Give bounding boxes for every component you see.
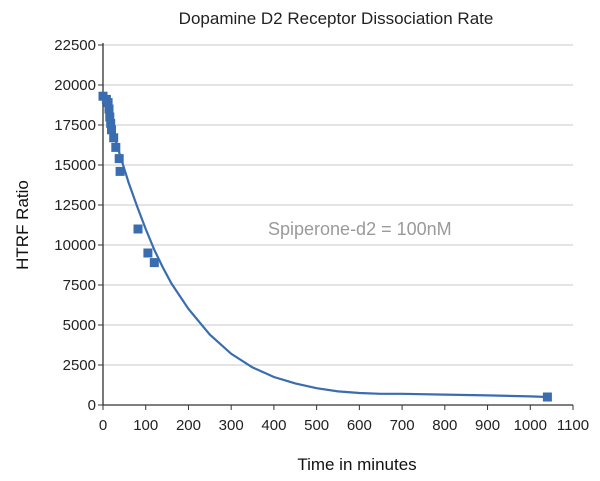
x-tick-label: 200 [176, 417, 201, 434]
x-tick-label: 1100 [557, 417, 589, 434]
data-point [111, 142, 121, 152]
y-tick-label: 22500 [54, 37, 96, 54]
y-tick-label: 5000 [63, 317, 96, 334]
y-tick-label: 15000 [54, 157, 96, 174]
x-tick-label: 700 [390, 417, 415, 434]
x-tick-label: 600 [347, 417, 372, 434]
data-point [149, 258, 159, 268]
x-tick-label: 300 [219, 417, 244, 434]
x-tick-label: 400 [261, 417, 286, 434]
y-tick-label: 0 [88, 397, 96, 414]
data-point [107, 125, 116, 135]
data-point [143, 248, 153, 258]
x-tick-label: 100 [133, 417, 158, 434]
y-tick-label: 2500 [63, 357, 96, 374]
data-point [542, 392, 552, 402]
y-tick-labels: 0 2500 5000 7500 10000 12500 15000 17500 20000 22… [54, 37, 96, 414]
y-tick-label: 10000 [54, 237, 96, 254]
y-tick-label: 20000 [54, 77, 96, 94]
x-tick-label: 1000 [514, 417, 547, 434]
annotation-label: Spiperone-d2 = 100nM [268, 219, 452, 239]
y-axis-title: HTRF Ratio [13, 180, 32, 270]
data-point [105, 112, 115, 122]
y-tick-label: 7500 [63, 277, 96, 294]
data-point [109, 133, 119, 143]
axes [98, 43, 574, 410]
gridlines [103, 44, 573, 366]
data-point [104, 104, 114, 114]
x-tick-label: 0 [99, 417, 107, 434]
y-tick-label: 12500 [54, 197, 96, 214]
data-point [114, 154, 124, 164]
data-point [133, 224, 143, 234]
x-tick-labels: 0 100 200 300 400 500 600 700 800 900 1000 1100 [99, 417, 589, 434]
data-point [103, 98, 113, 108]
fit-curve [101, 94, 548, 399]
x-axis-title: Time in minutes [297, 455, 416, 474]
data-point [115, 166, 125, 176]
chart-title: Dopamine D2 Receptor Dissociation Rate [179, 9, 494, 28]
x-tick-label: 800 [432, 417, 457, 434]
x-tick-label: 900 [475, 417, 500, 434]
x-tick-label: 500 [304, 417, 329, 434]
y-tick-label: 17500 [54, 117, 96, 134]
data-point [106, 118, 116, 128]
data-points [98, 91, 552, 402]
